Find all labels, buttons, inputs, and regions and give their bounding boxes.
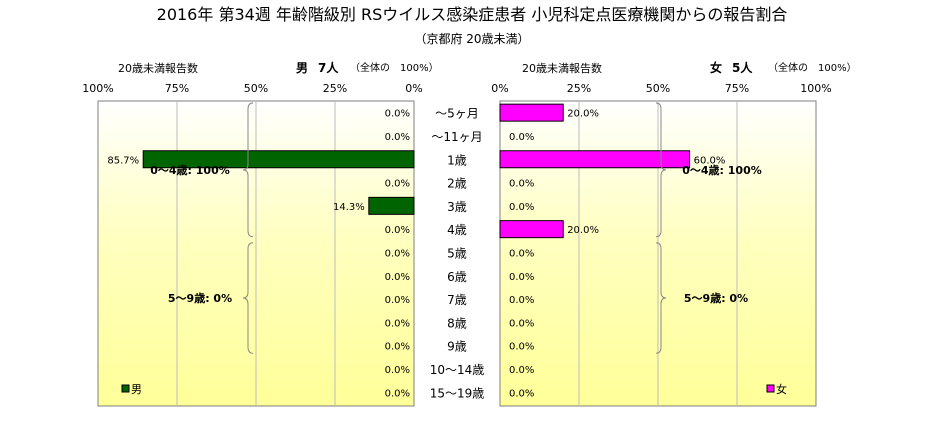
male-value-label: 0.0% (385, 132, 410, 143)
left-group-5-9-label: 5～9歳: 0% (168, 291, 232, 305)
female-value-label: 0.0% (509, 388, 534, 399)
female-value-label: 0.0% (509, 272, 534, 283)
age-category-label: 9歳 (447, 340, 467, 354)
left-tick-label: 0% (405, 82, 422, 95)
right-sex-label: 女 (710, 61, 723, 75)
age-category-label: 3歳 (447, 200, 467, 214)
male-value-label: 0.0% (385, 225, 410, 236)
left-brace-5-9 (242, 242, 254, 354)
left-tick-label: 25% (323, 82, 347, 95)
male-value-label: 0.0% (385, 365, 410, 376)
male-legend-label: 男 (131, 383, 142, 396)
female-value-label: 0.0% (509, 342, 534, 353)
male-value-label: 0.0% (385, 342, 410, 353)
male-value-label: 0.0% (385, 388, 410, 399)
male-bar (142, 150, 415, 169)
left-note: （全体の 100%） (350, 63, 439, 74)
right-tick-label: 0% (491, 82, 508, 95)
age-category-label: 2歳 (447, 177, 467, 191)
left-tick-label: 75% (165, 82, 189, 95)
male-value-label: 0.0% (385, 248, 410, 259)
female-value-label: 0.0% (509, 179, 534, 190)
age-category-label: 15～19歳 (430, 386, 485, 400)
age-category-label: 1歳 (447, 153, 467, 167)
right-tick-label: 25% (567, 82, 591, 95)
age-category-label: ～11ヶ月 (431, 130, 482, 144)
female-legend-label: 女 (776, 382, 787, 396)
female-legend-swatch (766, 384, 775, 393)
male-value-label: 0.0% (385, 272, 410, 283)
age-category-label: 10～14歳 (430, 363, 485, 377)
age-category-label: 7歳 (447, 293, 467, 307)
right-note: （全体の 100%） (768, 63, 857, 74)
female-value-label: 0.0% (509, 365, 534, 376)
female-value-label: 0.0% (509, 318, 534, 329)
right-tick-label: 100% (800, 82, 831, 95)
right-brace-0-4 (655, 102, 667, 238)
male-legend-swatch (121, 384, 130, 393)
right-group-0-4-label: 0～4歳: 100% (682, 163, 762, 177)
age-category-label: 6歳 (447, 270, 467, 284)
right-tick-label: 50% (646, 82, 670, 95)
age-category-label: 5歳 (447, 246, 467, 260)
left-tick-label: 100% (82, 82, 113, 95)
chart-title: 2016年 第34週 年齢階級別 RSウイルス感染症患者 小児科定点医療機関から… (156, 5, 788, 24)
right-brace-5-9 (655, 242, 667, 354)
male-value-label: 0.0% (385, 318, 410, 329)
female-value-label: 20.0% (567, 225, 599, 236)
chart-subtitle: （京都府 20歳未満） (414, 32, 530, 46)
left-tick-label: 50% (244, 82, 268, 95)
female-bar (499, 150, 691, 169)
right-count-label: 5人 (732, 61, 753, 75)
male-value-label: 0.0% (385, 295, 410, 306)
female-value-label: 0.0% (509, 132, 534, 143)
right-group-5-9-label: 5～9歳: 0% (684, 291, 748, 305)
male-value-label: 85.7% (107, 155, 139, 166)
male-value-label: 0.0% (385, 179, 410, 190)
left-group-0-4-label: 0～4歳: 100% (150, 163, 230, 177)
male-bar (368, 196, 415, 215)
female-value-label: 0.0% (509, 248, 534, 259)
male-value-label: 14.3% (333, 202, 365, 213)
female-bar (499, 103, 564, 122)
female-value-label: 60.0% (694, 155, 726, 166)
male-value-label: 0.0% (385, 109, 410, 120)
age-category-label: ～5ヶ月 (435, 107, 479, 121)
right-header-count-label: 20歳未満報告数 (522, 62, 602, 75)
left-count-label: 7人 (318, 61, 339, 75)
left-sex-label: 男 (296, 61, 309, 75)
female-value-label: 0.0% (509, 202, 534, 213)
left-header-count-label: 20歳未満報告数 (118, 62, 198, 75)
age-category-label: 8歳 (447, 316, 467, 330)
female-value-label: 0.0% (509, 295, 534, 306)
left-brace-0-4 (242, 102, 254, 238)
female-value-label: 20.0% (567, 109, 599, 120)
age-category-label: 4歳 (447, 223, 467, 237)
female-bar (499, 220, 564, 239)
right-tick-label: 75% (725, 82, 749, 95)
